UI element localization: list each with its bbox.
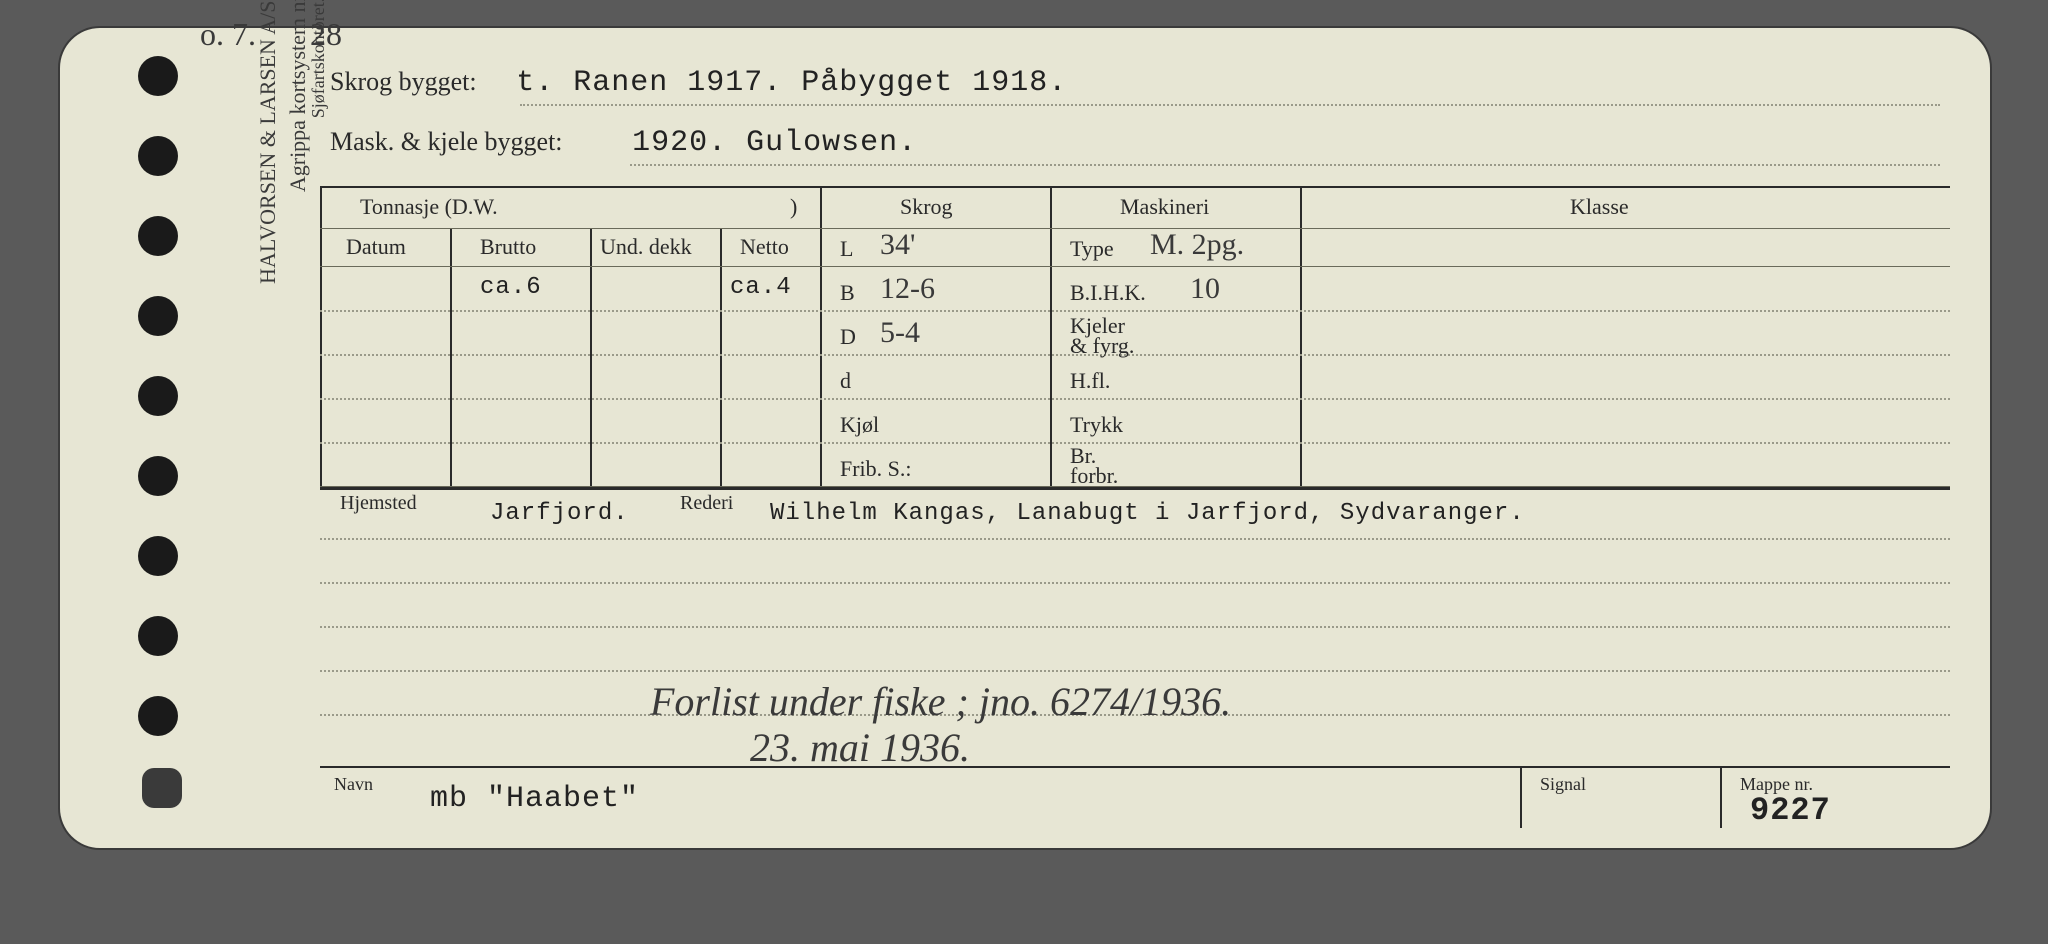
tonnasje-label: Tonnasje (D.W. [360,194,498,220]
L-label: L [840,236,853,262]
navn-value: mb "Haabet" [430,782,639,816]
table-hline [320,228,820,229]
navn-label: Navn [334,774,373,795]
lower-line [320,538,1950,540]
table-vline [320,186,322,486]
hjemsted-label: Hjemsted [340,492,417,515]
trykk-label: Trykk [1070,412,1123,438]
table-dotline [320,310,1950,312]
index-card: o. 7. 28 HALVORSEN & LARSEN A/S PAPIRIND… [60,28,1990,848]
B-label: B [840,280,855,306]
footer-vline [1520,768,1522,828]
table-hline [320,266,1950,267]
skrog-bygget-label: Skrog bygget: [330,67,477,96]
content-area: Skrog bygget: t. Ranen 1917. Påbygget 19… [330,46,1950,828]
table-vline [820,186,822,486]
skrog-bygget-value: t. Ranen 1917. Påbygget 1918. [516,66,1067,100]
brutto-value: ca.6 [480,274,542,301]
table-hline [820,228,1950,229]
table-vline [1300,186,1302,486]
rederi-label: Rederi [680,492,733,515]
punch-hole [138,696,178,736]
D-value: 5-4 [880,316,920,350]
punch-hole [142,768,182,808]
margin-note-left: o. 7. [200,16,256,53]
bihk-value: 10 [1190,272,1220,306]
hjemsted-value: Jarfjord. [490,500,629,527]
header-underline-1 [520,104,1940,106]
mask-kjele-label: Mask. & kjele bygget: [330,127,563,156]
punch-hole [138,376,178,416]
type-label: Type [1070,236,1114,262]
header-row-mask: Mask. & kjele bygget: 1920. Gulowsen. [330,126,1940,160]
maskineri-col-label: Maskineri [1120,194,1209,220]
hfl-label: H.fl. [1070,368,1110,394]
signal-label: Signal [1540,774,1586,795]
mask-kjele-value: 1920. Gulowsen. [632,126,917,160]
netto-label: Netto [740,234,789,260]
header-underline-2 [630,164,1940,166]
printer-credit-1: HALVORSEN & LARSEN A/S PAPIRINDUSTRI [255,0,281,328]
type-value: M. 2pg. [1150,228,1244,262]
punch-hole [138,216,178,256]
skrog-col-label: Skrog [900,194,953,220]
lower-line [320,626,1950,628]
header-row-skrog: Skrog bygget: t. Ranen 1917. Påbygget 19… [330,66,1940,100]
rederi-value: Wilhelm Kangas, Lanabugt i Jarfjord, Syd… [770,500,1525,527]
table-dotline [320,398,1950,400]
footer-vline [1720,768,1722,828]
spec-table: Tonnasje (D.W. ) Skrog Maskineri Klasse … [320,186,1950,486]
page: o. 7. 28 HALVORSEN & LARSEN A/S PAPIRIND… [0,0,2048,944]
table-dotline [320,442,1950,444]
lower-line [320,582,1950,584]
br-label: Br. forbr. [1070,446,1118,486]
lower-line [320,670,1950,672]
lower-section: Hjemsted Jarfjord. Rederi Wilhelm Kangas… [320,486,1950,768]
tonnasje-close: ) [790,194,797,220]
punch-hole [138,536,178,576]
kjeler-label: Kjeler & fyrg. [1070,316,1134,356]
B-value: 12-6 [880,272,935,306]
L-value: 34' [880,228,915,262]
punch-hole [138,56,178,96]
unddekk-label: Und. dekk [600,234,692,260]
netto-value: ca.4 [730,274,792,301]
punch-hole [138,456,178,496]
bihk-label: B.I.H.K. [1070,280,1146,306]
mappe-value: 9227 [1750,792,1831,829]
handwritten-note-2: 23. mai 1936. [750,724,970,771]
punch-hole [138,616,178,656]
footer: Navn mb "Haabet" Signal Mappe nr. 9227 [320,766,1950,828]
klasse-col-label: Klasse [1570,194,1629,220]
table-dotline [320,354,1950,356]
d-label: d [840,368,851,394]
punch-hole [138,296,178,336]
datum-label: Datum [346,234,406,260]
table-vline [1050,186,1052,486]
D-label: D [840,324,856,350]
punch-hole [138,136,178,176]
kjol-label: Kjøl [840,412,879,438]
handwritten-note-1: Forlist under fiske ; jno. 6274/1936. [650,678,1231,725]
frib-label: Frib. S.: [840,456,912,482]
brutto-label: Brutto [480,234,536,260]
